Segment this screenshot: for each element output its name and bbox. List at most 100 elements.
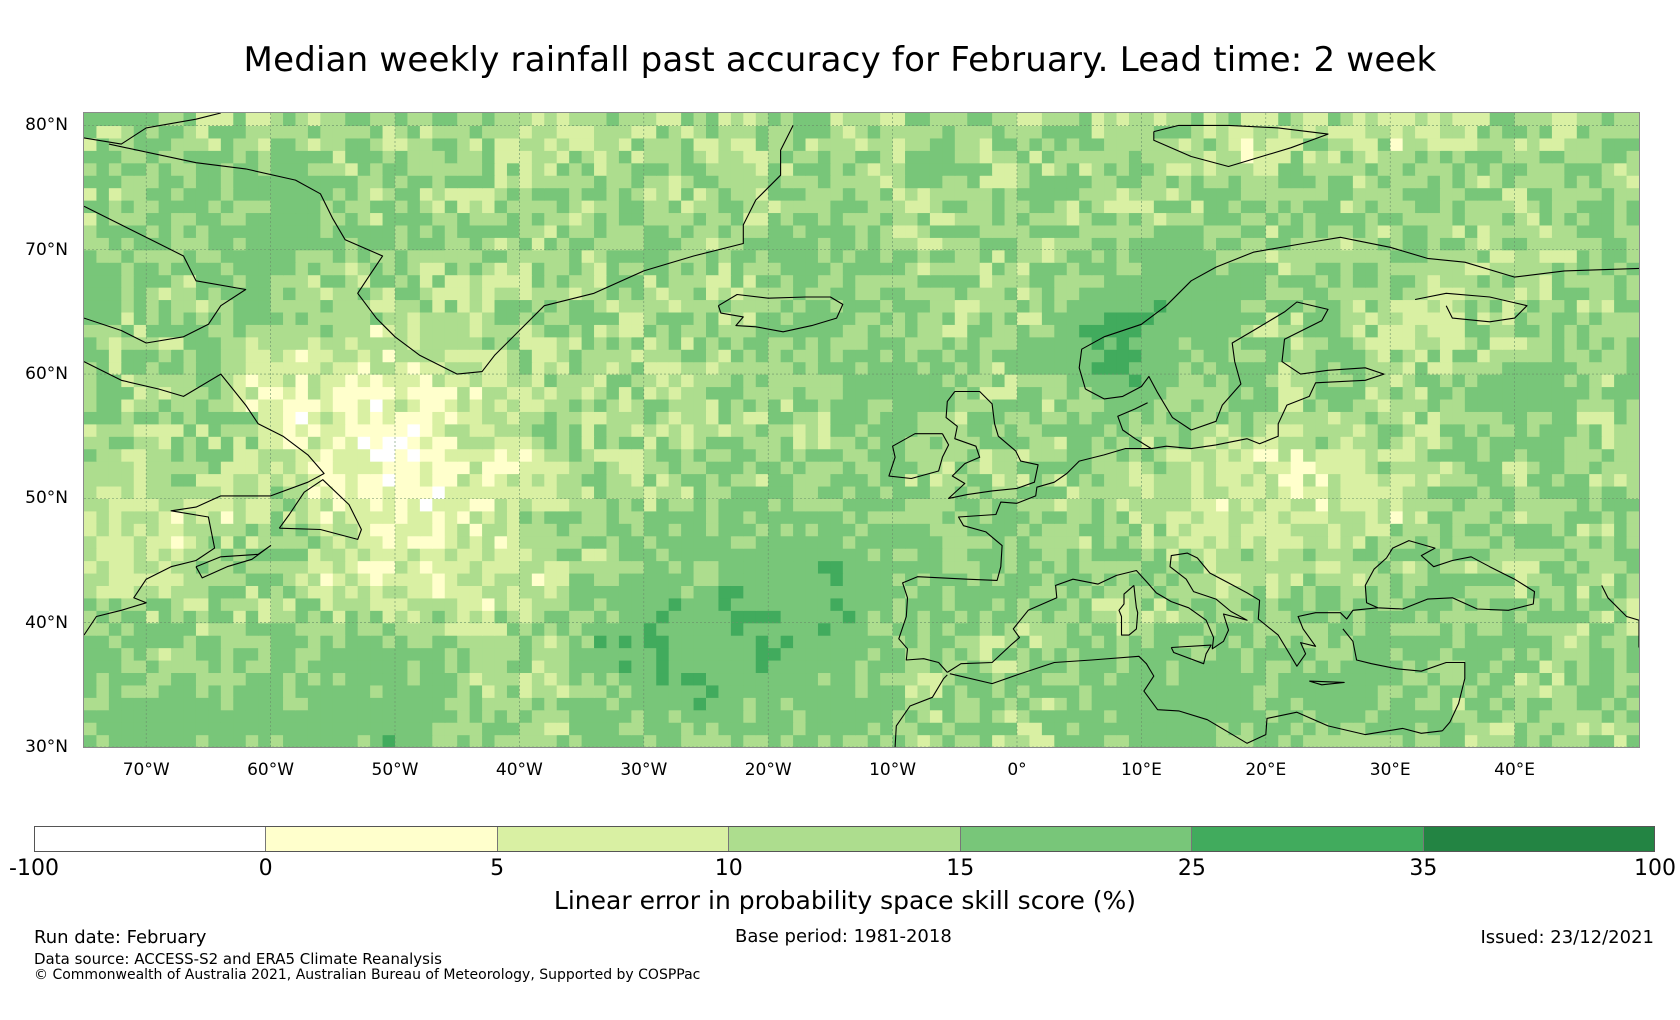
skill-cell — [1402, 349, 1416, 363]
skill-cell — [1104, 635, 1118, 649]
skill-cell — [96, 411, 110, 425]
skill-cell — [693, 672, 707, 686]
skill-cell — [1464, 299, 1478, 313]
skill-cell — [855, 523, 869, 537]
skill-cell — [270, 659, 284, 674]
skill-cell — [954, 585, 968, 599]
skill-cell — [1315, 324, 1329, 338]
skill-cell — [1377, 324, 1391, 338]
skill-cell — [793, 287, 807, 301]
skill-cell — [345, 436, 359, 450]
skill-cell — [755, 510, 769, 524]
skill-cell — [1502, 485, 1516, 499]
skill-cell — [1091, 548, 1105, 562]
skill-cell — [917, 249, 931, 263]
skill-cell — [656, 349, 670, 363]
skill-cell — [220, 697, 234, 711]
skill-cell — [108, 249, 122, 263]
skill-cell — [469, 610, 483, 624]
skill-cell — [133, 610, 147, 624]
skill-cell — [842, 548, 856, 562]
skill-cell — [1253, 423, 1267, 437]
skill-cell — [892, 535, 906, 549]
skill-cell — [1340, 461, 1354, 475]
skill-cell — [1178, 585, 1192, 599]
skill-cell — [1502, 249, 1516, 263]
skill-cell — [1091, 336, 1105, 350]
skill-cell — [730, 249, 744, 263]
skill-cell — [1091, 510, 1105, 524]
skill-cell — [1601, 498, 1615, 512]
skill-cell — [880, 498, 894, 512]
skill-cell — [1178, 262, 1192, 276]
skill-cell — [1614, 386, 1628, 400]
skill-cell — [1128, 697, 1142, 711]
skill-cell — [195, 722, 209, 736]
skill-cell — [1079, 485, 1093, 499]
skill-cell — [482, 734, 496, 747]
skill-cell — [1104, 374, 1118, 388]
skill-cell — [1439, 398, 1453, 412]
skill-cell — [1091, 398, 1105, 412]
skill-cell — [121, 262, 135, 276]
skill-cell — [1253, 622, 1267, 636]
skill-cell — [1564, 672, 1578, 686]
skill-cell — [1377, 635, 1391, 649]
skill-cell — [1502, 498, 1516, 512]
skill-cell — [1079, 523, 1093, 537]
skill-cell — [1091, 349, 1105, 363]
skill-cell — [1128, 672, 1142, 686]
skill-cell — [618, 386, 632, 400]
skill-cell — [780, 510, 794, 524]
skill-cell — [1066, 672, 1080, 686]
skill-cell — [519, 572, 533, 586]
skill-cell — [842, 635, 856, 649]
skill-cell — [494, 299, 508, 313]
skill-cell — [594, 635, 608, 649]
skill-cell — [146, 560, 160, 574]
skill-cell — [1228, 448, 1242, 462]
skill-cell — [817, 585, 831, 599]
skill-cell — [631, 398, 645, 412]
skill-cell — [1153, 336, 1167, 350]
skill-cell — [1079, 647, 1093, 661]
skill-cell — [855, 498, 869, 512]
skill-cell — [345, 659, 359, 674]
skill-cell — [506, 572, 520, 586]
skill-cell — [1017, 436, 1031, 450]
skill-cell — [382, 498, 396, 512]
skill-cell — [805, 672, 819, 686]
skill-cell — [419, 635, 433, 649]
skill-cell — [743, 647, 757, 661]
skill-score-map[interactable] — [83, 112, 1640, 748]
skill-cell — [482, 709, 496, 723]
skill-cell — [917, 287, 931, 301]
skill-cell — [469, 398, 483, 412]
skill-cell — [743, 523, 757, 537]
skill-cell — [668, 610, 682, 624]
skill-cell — [295, 361, 309, 375]
skill-cell — [195, 684, 209, 698]
skill-cell — [270, 548, 284, 562]
skill-cell — [743, 448, 757, 462]
skill-cell — [1514, 684, 1528, 698]
skill-cell — [208, 485, 222, 499]
skill-cell — [730, 361, 744, 375]
skill-cell — [656, 448, 670, 462]
skill-cell — [1029, 697, 1043, 711]
skill-cell — [1328, 647, 1342, 661]
skill-cell — [1365, 262, 1379, 276]
skill-cell — [656, 249, 670, 263]
skill-cell — [1004, 523, 1018, 537]
skill-cell — [1054, 262, 1068, 276]
skill-cell — [1589, 672, 1603, 686]
skill-cell — [444, 374, 458, 388]
skill-cell — [668, 461, 682, 475]
skill-cell — [805, 709, 819, 723]
skill-cell — [606, 374, 620, 388]
skill-cell — [1066, 659, 1080, 674]
skill-cell — [1191, 548, 1205, 562]
skill-cell — [743, 672, 757, 686]
skill-cell — [1203, 485, 1217, 499]
skill-cell — [1240, 423, 1254, 437]
